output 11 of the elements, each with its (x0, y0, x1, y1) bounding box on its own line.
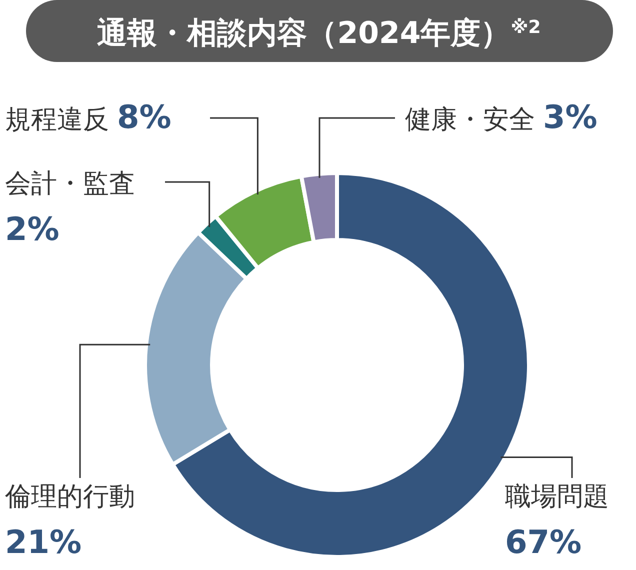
slice-label: 職場問題 (505, 482, 609, 512)
slice-label: 倫理的行動 (4, 482, 135, 512)
data-label: 2% (5, 210, 60, 248)
slice-label: 会計・監査 (5, 169, 135, 199)
title: 通報・相談内容（2024年度）$^{※2}$ (97, 16, 541, 51)
data-label: 3% (543, 98, 598, 136)
data-label: 8% (117, 98, 172, 136)
slice-label: 規程違反 (5, 105, 109, 135)
data-label: 67% (505, 523, 582, 561)
data-label: 21% (5, 523, 82, 561)
slice-label: 健康・安全 (405, 105, 535, 135)
